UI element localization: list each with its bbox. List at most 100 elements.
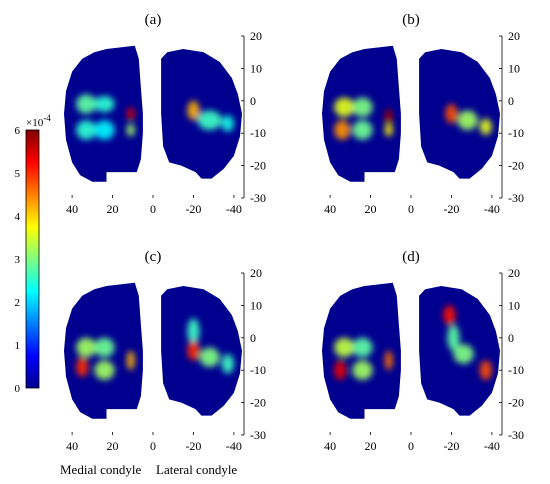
pressure-hotspot	[76, 357, 89, 377]
x-tick-label: -40	[226, 202, 242, 216]
y-tick-label: -30	[508, 428, 524, 442]
y-tick-label: -30	[250, 191, 266, 205]
x-tick-label: -20	[443, 439, 459, 453]
x-tick-label: 20	[365, 202, 377, 216]
y-tick-label: -10	[508, 363, 524, 377]
heatmap-panel: (d) 40 20 0 -20 -40 20 10 0 -10 -20 -30	[322, 249, 524, 453]
medial-condyle-region	[64, 45, 143, 182]
lateral-condyle-region	[161, 286, 242, 416]
pressure-hotspot	[94, 95, 115, 113]
pressure-hotspot	[126, 107, 135, 121]
pressure-hotspot	[76, 120, 97, 140]
x-tick-label: 20	[365, 439, 377, 453]
colorbar-tick-label: 4	[15, 211, 21, 223]
pressure-hotspot	[453, 344, 474, 364]
pressure-hotspot	[443, 305, 456, 325]
x-tick-label: 40	[324, 439, 336, 453]
y-tick-label: 20	[250, 29, 262, 43]
pressure-hotspot	[199, 347, 220, 367]
pressure-hotspot	[126, 350, 135, 371]
x-tick-label: 0	[150, 439, 156, 453]
x-tick-label: 40	[66, 439, 78, 453]
panel-title: (d)	[402, 249, 420, 265]
y-tick-label: -20	[508, 159, 524, 173]
y-tick-label: 0	[250, 94, 256, 108]
pressure-hotspot	[352, 337, 373, 358]
x-tick-label: -20	[185, 202, 201, 216]
x-tick-label: 20	[107, 439, 119, 453]
pressure-hotspot	[445, 104, 458, 124]
pressure-hotspot	[221, 354, 234, 374]
y-tick-label: 10	[508, 61, 520, 75]
pressure-hotspot	[197, 110, 222, 130]
y-tick-label: -30	[508, 191, 524, 205]
colorbar-tick-label: 2	[15, 297, 21, 309]
pressure-hotspot	[94, 360, 115, 380]
y-tick-label: 10	[250, 298, 262, 312]
y-tick-label: 0	[250, 331, 256, 345]
y-tick-label: 0	[508, 331, 514, 345]
x-tick-label: -40	[484, 439, 500, 453]
y-tick-label: -10	[250, 363, 266, 377]
pressure-hotspot	[352, 97, 373, 117]
pressure-hotspot	[187, 318, 200, 345]
colorbar-tick-label: 3	[15, 254, 21, 266]
lateral-condyle-label: Lateral condyle	[156, 462, 237, 477]
y-tick-label: -10	[508, 126, 524, 140]
pressure-hotspot	[187, 341, 200, 361]
pressure-hotspot	[334, 360, 347, 380]
x-tick-label: 20	[107, 202, 119, 216]
lateral-condyle-region	[419, 49, 500, 179]
heatmap-panel: (b) 40 20 0 -20 -40 20 10 0 -10 -20 -30	[322, 12, 524, 216]
x-tick-label: 0	[150, 202, 156, 216]
colorbar: ×10-4 0 1 2 3 4 5 6	[15, 113, 52, 395]
x-tick-label: 40	[324, 202, 336, 216]
colorbar-tick-label: 5	[15, 168, 21, 180]
pressure-hotspot	[76, 337, 97, 358]
pressure-hotspot	[479, 118, 492, 135]
pressure-hotspot	[126, 123, 135, 137]
colorbar-multiplier: ×10-4	[26, 113, 51, 129]
y-tick-label: 20	[250, 266, 262, 280]
y-tick-label: 10	[250, 61, 262, 75]
pressure-hotspot	[352, 360, 373, 380]
y-tick-label: -20	[250, 159, 266, 173]
x-tick-label: -40	[226, 439, 242, 453]
pressure-hotspot	[479, 360, 492, 380]
x-tick-label: 0	[408, 439, 414, 453]
y-tick-label: 20	[508, 266, 520, 280]
pressure-hotspot	[221, 115, 234, 132]
colorbar-tick-label: 1	[15, 340, 21, 352]
y-tick-label: -30	[250, 428, 266, 442]
heatmap-panel: (a) 40 20 0 -20 -40 20 10 0 -10 -20 -30	[64, 12, 266, 216]
pressure-hotspot	[447, 324, 460, 351]
pressure-hotspot	[334, 97, 355, 117]
y-tick-label: -20	[250, 396, 266, 410]
pressure-hotspot	[76, 94, 97, 114]
pressure-hotspot	[334, 120, 351, 140]
x-tick-label: -40	[484, 202, 500, 216]
colorbar-tick-label: 6	[15, 125, 21, 137]
y-tick-label: -20	[508, 396, 524, 410]
y-tick-label: -10	[250, 126, 266, 140]
pressure-hotspot	[334, 337, 355, 358]
pressure-hotspot	[384, 123, 393, 137]
panel-title: (b)	[402, 12, 420, 28]
panel-title: (a)	[145, 12, 162, 28]
colorbar-tick-label: 0	[15, 383, 21, 395]
pressure-hotspot	[352, 120, 373, 140]
pressure-hotspot	[187, 100, 200, 121]
x-tick-label: -20	[443, 202, 459, 216]
x-tick-label: 0	[408, 202, 414, 216]
y-tick-label: 0	[508, 94, 514, 108]
x-tick-label: 40	[66, 202, 78, 216]
pressure-hotspot	[94, 120, 115, 140]
pressure-hotspot	[457, 110, 478, 130]
y-tick-label: 20	[508, 29, 520, 43]
colorbar-gradient	[25, 129, 40, 389]
pressure-hotspot	[94, 337, 115, 358]
medial-condyle-label: Medial condyle	[60, 462, 141, 477]
panel-title: (c)	[145, 249, 162, 265]
pressure-hotspot	[384, 350, 393, 371]
